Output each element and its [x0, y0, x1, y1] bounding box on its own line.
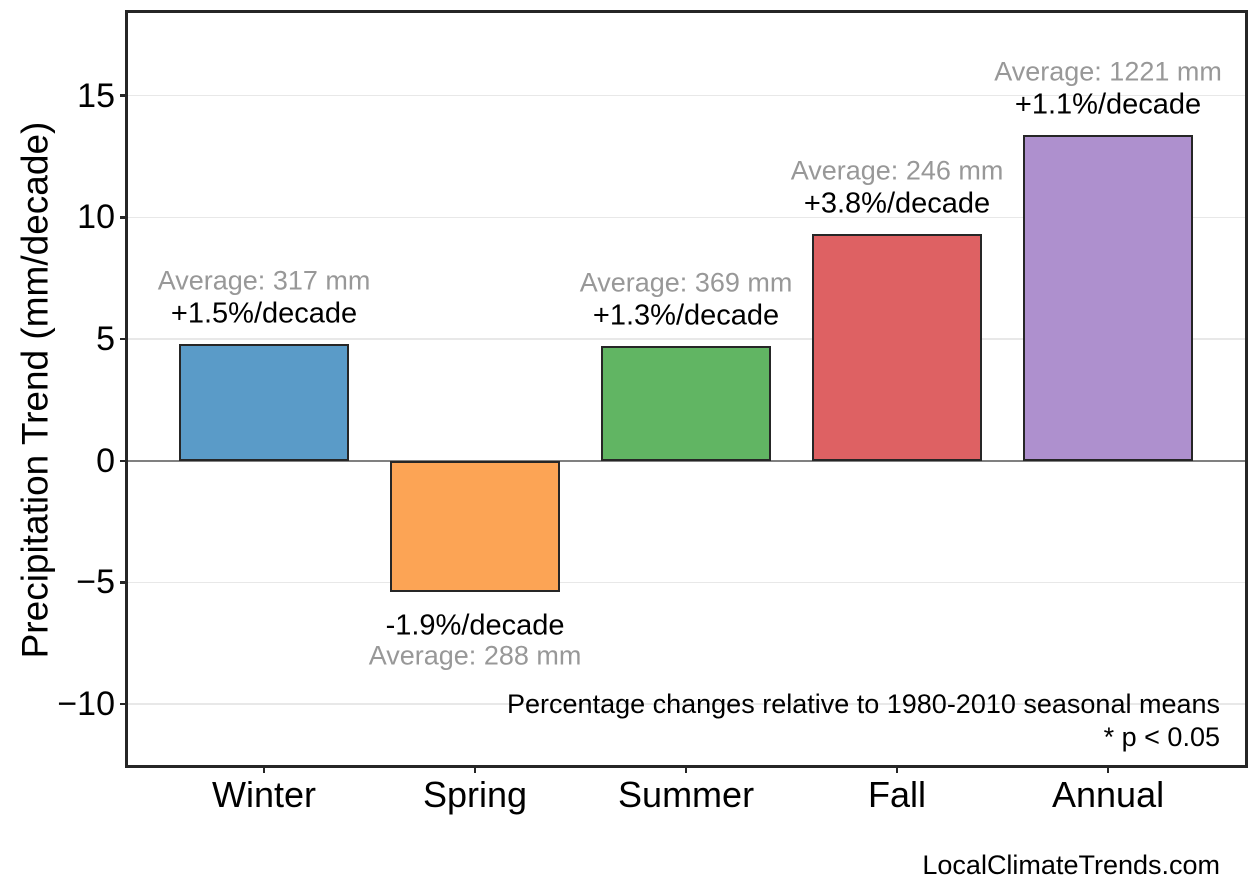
y-tick-mark	[120, 94, 128, 97]
y-tick-mark	[120, 459, 128, 463]
x-tick-mark	[684, 765, 688, 773]
bar-pct-label-spring: -1.9%/decade	[385, 609, 565, 642]
x-tick-label-spring: Spring	[423, 774, 528, 815]
bar-avg-label-winter: Average: 317 mm	[157, 265, 371, 296]
bar-pct-label-winter: +1.5%/decade	[170, 297, 358, 330]
gridline--5	[128, 581, 1245, 584]
x-tick-label-winter: Winter	[212, 774, 317, 815]
y-axis-title: Precipitation Trend (mm/decade)	[14, 121, 56, 659]
x-tick-label-fall: Fall	[868, 774, 927, 815]
y-tick-label: −5	[76, 563, 115, 602]
footnote-significance: * p < 0.05	[1103, 722, 1220, 752]
y-tick-mark	[120, 216, 128, 219]
watermark: LocalClimateTrends.com	[922, 850, 1220, 880]
x-tick-mark	[473, 765, 477, 773]
gridline-5	[128, 338, 1245, 340]
bar-avg-label-annual: Average: 1221 mm	[994, 56, 1222, 87]
y-tick-label: 15	[77, 76, 115, 115]
bar-avg-label-summer: Average: 369 mm	[579, 267, 793, 298]
zero-line	[128, 459, 1245, 462]
x-tick-label-summer: Summer	[618, 774, 755, 815]
bar-avg-label-fall: Average: 246 mm	[790, 155, 1004, 186]
gridline--10	[128, 703, 1245, 705]
x-tick-label-annual: Annual	[1051, 774, 1165, 815]
gridline-10	[128, 216, 1245, 219]
bar-pct-label-summer: +1.3%/decade	[592, 299, 780, 332]
y-tick-mark	[120, 581, 128, 584]
x-tick-mark	[1106, 765, 1110, 773]
gridline-15	[128, 94, 1245, 97]
x-tick-mark	[895, 765, 899, 773]
y-tick-mark	[120, 337, 128, 341]
bar-summer	[601, 346, 772, 461]
bar-winter	[179, 343, 350, 461]
y-tick-label: 10	[77, 198, 115, 237]
footnote-relative-means: Percentage changes relative to 1980-2010…	[507, 689, 1220, 719]
bar-avg-label-spring: Average: 288 mm	[368, 640, 582, 671]
bar-pct-label-fall: +3.8%/decade	[803, 187, 991, 220]
bar-pct-label-annual: +1.1%/decade	[1014, 88, 1202, 121]
x-tick-mark	[262, 765, 266, 773]
y-tick-mark	[120, 702, 128, 706]
y-tick-label: 5	[96, 320, 115, 359]
bar-annual	[1023, 134, 1194, 461]
y-tick-label: 0	[96, 441, 115, 480]
y-tick-label: −10	[57, 685, 115, 724]
bar-spring	[390, 460, 561, 593]
bar-fall	[812, 234, 983, 461]
